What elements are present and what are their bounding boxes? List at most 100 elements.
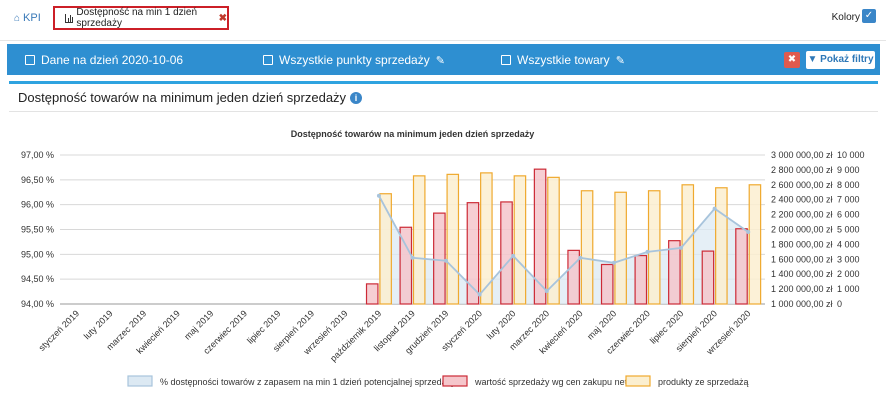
products-sold-bar (513, 175, 527, 305)
filter-bar: Dane na dzień 2020-10-06 Wszystkie punkt… (7, 44, 880, 75)
y-left-tick: 96,00 % (21, 200, 54, 210)
panel-accent (9, 81, 878, 84)
y-mid-tick: 3 000 000,00 zł (771, 150, 833, 160)
kpi-link[interactable]: ⌂ KPI (14, 12, 41, 24)
availability-point (444, 258, 449, 263)
info-icon[interactable]: i (350, 92, 363, 104)
panel-title: Dostępność towarów na minimum jeden dzie… (18, 90, 363, 105)
products-sold-bar (412, 175, 426, 305)
availability-point (376, 193, 381, 198)
sales-value-bar (399, 226, 413, 305)
colors-label: Kolory (831, 12, 860, 23)
y-left-tick: 94,50 % (21, 274, 54, 284)
x-tick: maj 2020 (585, 308, 618, 341)
y-right-tick: 1 000 (837, 284, 860, 294)
chart-title: Dostępność towarów na minimum jeden dzie… (291, 129, 535, 139)
y-mid-tick: 2 400 000,00 zł (771, 195, 833, 205)
y-right-tick: 5 000 (837, 225, 860, 235)
sales-value-bar (433, 212, 446, 305)
x-tick: styczeń 2019 (37, 308, 82, 353)
y-mid-tick: 2 800 000,00 zł (771, 165, 833, 175)
sales-value-bar (634, 254, 648, 305)
panel-divider (9, 111, 878, 112)
products-sold-bar (715, 187, 728, 305)
y-mid-tick: 1 000 000,00 zł (771, 299, 833, 309)
legend-swatch (127, 375, 153, 387)
products-sold-bar (647, 190, 661, 305)
y-right-tick: 7 000 (837, 195, 860, 205)
y-left-tick: 95,50 % (21, 225, 54, 235)
sales-value-bar (500, 201, 513, 305)
products-sold-bar (480, 172, 493, 305)
y-mid-tick: 1 800 000,00 zł (771, 239, 833, 249)
y-mid-tick: 2 200 000,00 zł (771, 210, 833, 220)
sales-value-bar (668, 240, 681, 305)
building-icon (263, 55, 273, 65)
sales-value-bar (701, 250, 715, 305)
sales-value-bar (600, 263, 614, 305)
clear-filters-button[interactable]: ✖ (784, 52, 800, 68)
availability-point (410, 255, 415, 260)
points-label: Wszystkie punkty sprzedaży (279, 53, 430, 67)
home-icon: ⌂ (14, 13, 21, 24)
edit-icon[interactable]: ✎ (615, 54, 625, 67)
products-sold-bar (748, 184, 762, 305)
box-icon (501, 55, 511, 65)
legend-label: produkty ze sprzedażą (658, 377, 749, 387)
y-left-tick: 95,00 % (21, 249, 54, 259)
products-sold-bar (446, 173, 460, 305)
sales-value-bar (365, 283, 379, 305)
products-sold-bar (379, 193, 392, 305)
availability-point (712, 206, 717, 211)
availability-point (477, 292, 482, 297)
availability-line (378, 195, 749, 296)
legend-swatch (442, 375, 468, 387)
points-filter[interactable]: Wszystkie punkty sprzedaży ✎ (263, 53, 445, 67)
availability-point (578, 255, 583, 260)
products-sold-bar (614, 191, 627, 305)
kpi-label: KPI (23, 12, 41, 24)
products-sold-bar (681, 184, 695, 305)
y-right-tick: 0 (837, 299, 842, 309)
availability-chart: Dostępność towarów na minimum jeden dzie… (21, 129, 865, 387)
y-left-tick: 97,00 % (21, 150, 54, 160)
sales-value-bar (466, 202, 480, 305)
availability-point (679, 245, 684, 250)
products-sold-bar (580, 190, 594, 305)
top-navigation: ⌂ KPI Dostępność na min 1 dzień sprzedaży… (0, 0, 886, 41)
y-left-tick: 96,50 % (21, 175, 54, 185)
y-mid-tick: 2 600 000,00 zł (771, 180, 833, 190)
availability-point (611, 260, 616, 265)
legend-swatch (625, 375, 651, 387)
x-tick: maj 2019 (182, 308, 215, 341)
y-right-tick: 8 000 (837, 180, 860, 190)
x-tick: luty 2020 (485, 308, 518, 341)
filter-icon: ▼ (807, 54, 818, 65)
availability-point (645, 249, 650, 254)
legend-label: % dostępności towarów z zapasem na min 1… (160, 377, 456, 387)
edit-icon[interactable]: ✎ (435, 54, 445, 67)
y-mid-tick: 2 000 000,00 zł (771, 225, 833, 235)
goods-filter[interactable]: Wszystkie towary ✎ (501, 53, 625, 67)
show-filters-label: Pokaż filtry (820, 54, 874, 65)
colors-checkbox[interactable]: ✓ (862, 9, 876, 23)
y-mid-tick: 1 600 000,00 zł (771, 254, 833, 264)
sales-value-bar (533, 168, 547, 305)
y-right-tick: 3 000 (837, 254, 860, 264)
sales-value-bar (567, 249, 580, 305)
close-icon[interactable]: ✖ (218, 12, 227, 24)
y-right-tick: 10 000 (837, 150, 865, 160)
panel-title-text: Dostępność towarów na minimum jeden dzie… (18, 90, 347, 105)
y-right-tick: 9 000 (837, 165, 860, 175)
sales-value-bar (735, 228, 748, 305)
bar-chart-icon (65, 13, 74, 23)
tab-label: Dostępność na min 1 dzień sprzedaży (76, 7, 198, 29)
legend-label: wartość sprzedaży wg cen zakupu netto (474, 377, 635, 387)
y-mid-tick: 1 200 000,00 zł (771, 284, 833, 294)
tab-availability[interactable]: Dostępność na min 1 dzień sprzedaży ✖ (53, 6, 229, 30)
y-right-tick: 4 000 (837, 239, 860, 249)
date-filter[interactable]: Dane na dzień 2020-10-06 (25, 53, 183, 67)
show-filters-button[interactable]: ▼ Pokaż filtry (806, 51, 875, 69)
products-sold-bar (547, 176, 560, 305)
y-right-tick: 2 000 (837, 269, 860, 279)
